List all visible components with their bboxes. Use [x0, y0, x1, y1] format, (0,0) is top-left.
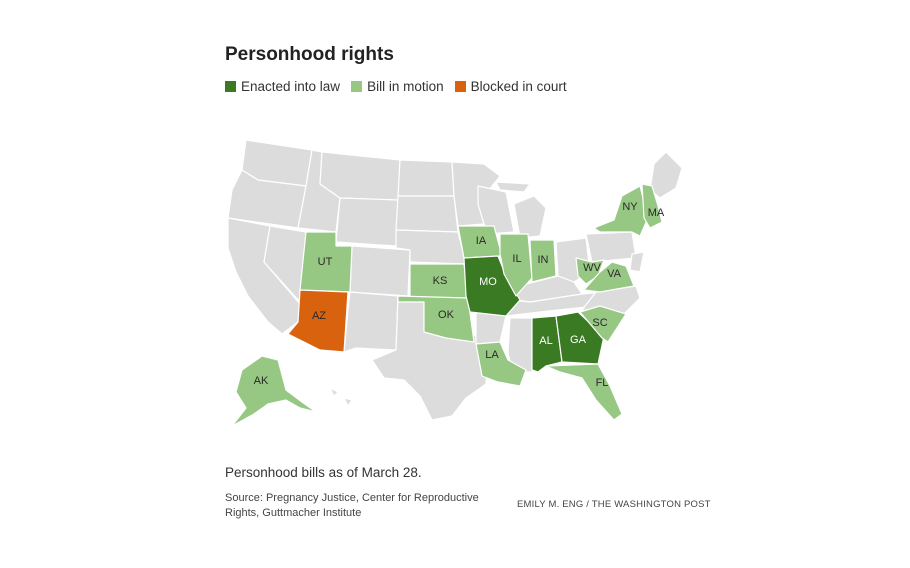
label-wv: WV: [583, 262, 601, 274]
state-nd: [397, 159, 455, 197]
label-al: AL: [539, 335, 552, 347]
legend: Enacted into law Bill in motion Blocked …: [225, 79, 578, 94]
state-ma: [641, 183, 663, 229]
legend-swatch-enacted: [225, 81, 236, 92]
date-note: Personhood bills as of March 28.: [225, 465, 422, 480]
source-text: Source: Pregnancy Justice, Center for Re…: [225, 492, 479, 519]
state-mi: [495, 181, 547, 239]
legend-label-enacted: Enacted into law: [241, 79, 341, 94]
label-il: IL: [512, 253, 521, 265]
label-ut: UT: [318, 256, 333, 268]
state-sc: [579, 305, 627, 343]
state-ct-ri-nj-de-md: [629, 251, 645, 273]
state-pa: [585, 231, 637, 263]
label-ga: GA: [570, 334, 587, 346]
state-la: [475, 341, 527, 387]
label-ia: IA: [476, 235, 487, 247]
state-fl: [545, 363, 623, 421]
legend-label-bill: Bill in motion: [367, 79, 444, 94]
state-mo: [463, 255, 521, 317]
label-la: LA: [485, 349, 499, 361]
state-nm: [343, 291, 399, 353]
map-title: Personhood rights: [225, 44, 394, 65]
legend-label-blocked: Blocked in court: [470, 79, 567, 94]
label-mo: MO: [479, 276, 497, 288]
label-fl: FL: [596, 377, 609, 389]
label-az: AZ: [312, 310, 326, 322]
state-ne: [395, 229, 467, 265]
state-in: [529, 239, 557, 283]
label-ny: NY: [622, 201, 638, 213]
label-sc: SC: [592, 317, 607, 329]
state-hi: [329, 387, 353, 407]
state-va: [583, 261, 635, 293]
credit-text: EMILY M. ENG / THE WASHINGTON POST: [517, 499, 711, 510]
state-mt: [319, 151, 401, 201]
state-ny: [593, 185, 649, 237]
label-ks: KS: [433, 275, 448, 287]
state-vt-nh-me: [649, 151, 683, 199]
legend-item-blocked: Blocked in court: [454, 79, 567, 94]
label-va: VA: [607, 268, 622, 280]
legend-item-enacted: Enacted into law: [225, 79, 340, 94]
state-sd: [395, 195, 459, 233]
state-co: [349, 245, 411, 297]
legend-swatch-bill: [351, 81, 363, 92]
label-ok: OK: [438, 309, 455, 321]
state-wy: [335, 197, 399, 247]
legend-swatch-blocked: [454, 81, 466, 92]
legend-item-bill: Bill in motion: [351, 79, 444, 94]
label-ak: AK: [254, 375, 269, 387]
label-in: IN: [538, 254, 549, 266]
label-ma: MA: [648, 207, 665, 219]
state-il: [499, 233, 533, 297]
state-ak: [231, 355, 317, 427]
state-az: [287, 289, 349, 353]
